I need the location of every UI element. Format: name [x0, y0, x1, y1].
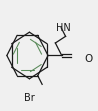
Text: Br: Br	[24, 93, 35, 103]
Text: O: O	[85, 54, 93, 64]
Text: HN: HN	[56, 23, 71, 33]
